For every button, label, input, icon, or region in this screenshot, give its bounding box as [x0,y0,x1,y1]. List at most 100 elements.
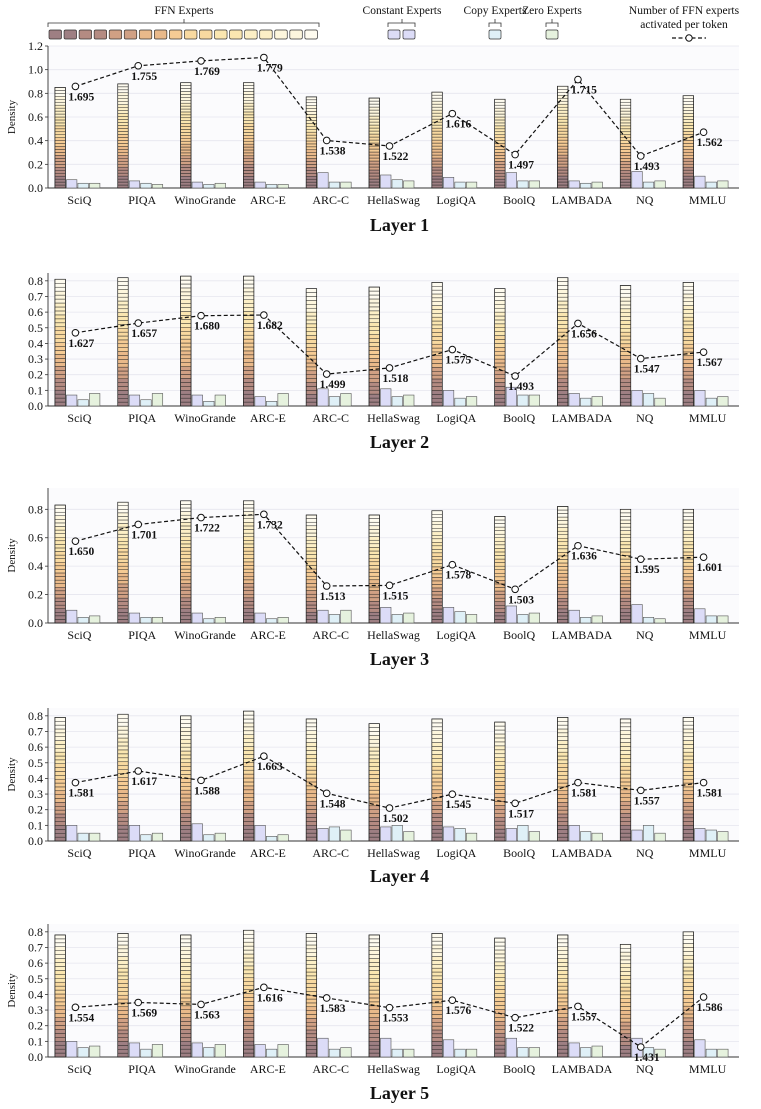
ffn-band [180,114,192,119]
ffn-band [494,125,506,130]
ffn-band [494,785,506,790]
ffn-band [494,769,506,774]
ffn-band [117,555,129,560]
line-value-label: 1.493 [508,381,534,393]
ffn-band [243,568,255,573]
ffn-band [180,1044,192,1050]
x-tick-label: ARC-C [312,411,349,425]
y-tick-label: 0.5 [28,756,43,770]
ffn-band [180,135,192,139]
bar-constant [191,1042,203,1058]
y-axis-label: Density [6,757,18,792]
ffn-band [431,94,443,99]
ffn-band [243,88,255,92]
line-value-label: 1.769 [194,66,220,78]
ffn-band [243,152,255,157]
ffn-band [494,753,506,758]
ffn-band [368,342,380,347]
ffn-band [305,300,317,305]
ffn-band [54,751,66,757]
bar-ffn [619,718,632,842]
ffn-band [620,328,631,333]
ffn-band [243,120,255,124]
ffn-band [494,519,506,524]
bar-copy [328,614,340,624]
ffn-band [682,806,694,811]
ffn-band [243,155,255,159]
ffn-band [620,789,631,794]
bar-zero [151,832,164,842]
ffn-band [117,359,129,364]
ffn-band [117,343,129,348]
ffn-band [682,821,694,826]
ffn-outline [54,278,66,407]
ffn-band [305,773,317,779]
ffn-band [305,176,317,180]
ffn-band [620,533,631,538]
ffn-band [243,327,255,332]
bar-constant [443,177,455,189]
ffn-band [54,167,66,171]
ffn-band [243,583,255,588]
ffn-band [54,551,66,556]
ffn-band [243,821,255,826]
ffn-band [243,793,255,798]
ffn-band [117,741,129,747]
ffn-band [243,85,255,89]
ffn-band [117,605,129,610]
ffn-band [243,299,255,304]
ffn-band [557,751,569,757]
ffn-band [494,576,506,581]
ffn-band [117,721,129,727]
bar-ffn [494,98,506,189]
ffn-band [180,604,192,609]
ffn-band [243,279,255,285]
ffn-band [620,801,631,806]
ffn-band [243,993,255,998]
ffn-band [54,981,66,987]
ffn-band [431,347,443,353]
bar-copy [580,397,592,407]
ffn-band [54,378,66,383]
ffn-band [305,374,317,379]
ffn-band [620,541,631,546]
ffn-band [243,1013,255,1018]
ffn-band [620,785,631,791]
ffn-band [180,739,192,744]
ffn-band [117,316,129,321]
ffn-band [368,950,380,955]
legend: FFN Experts Constant Experts Copy Expert… [47,5,740,42]
ffn-band [305,319,317,325]
ffn-band [180,719,192,724]
ffn-band [620,167,631,171]
bar-zero [654,397,666,407]
ffn-outline [619,285,632,407]
ffn-band [180,350,192,356]
ffn-band [620,382,631,387]
bar-ffn [180,934,192,1058]
ffn-band [620,1037,631,1042]
ffn-outline [243,82,255,189]
category-group: PIQA [117,501,164,642]
ffn-band [117,594,129,599]
ffn-band [54,806,66,811]
ffn-band [243,1005,255,1010]
ffn-band [117,104,129,108]
bar-constant [317,828,329,842]
ffn-band [117,979,129,984]
ffn-band [54,326,66,331]
ffn-band [305,987,317,992]
bar-copy [454,1048,466,1058]
ffn-band [620,1017,631,1023]
ffn-band [368,385,380,391]
ffn-band [431,394,443,399]
ffn-band [54,382,66,387]
category-group: MMLU [682,95,729,207]
ffn-band [368,157,380,162]
ffn-band [431,777,443,783]
ffn-band [243,500,255,505]
ffn-band [494,789,506,794]
ffn-band [243,817,255,822]
ffn-band [682,809,694,815]
